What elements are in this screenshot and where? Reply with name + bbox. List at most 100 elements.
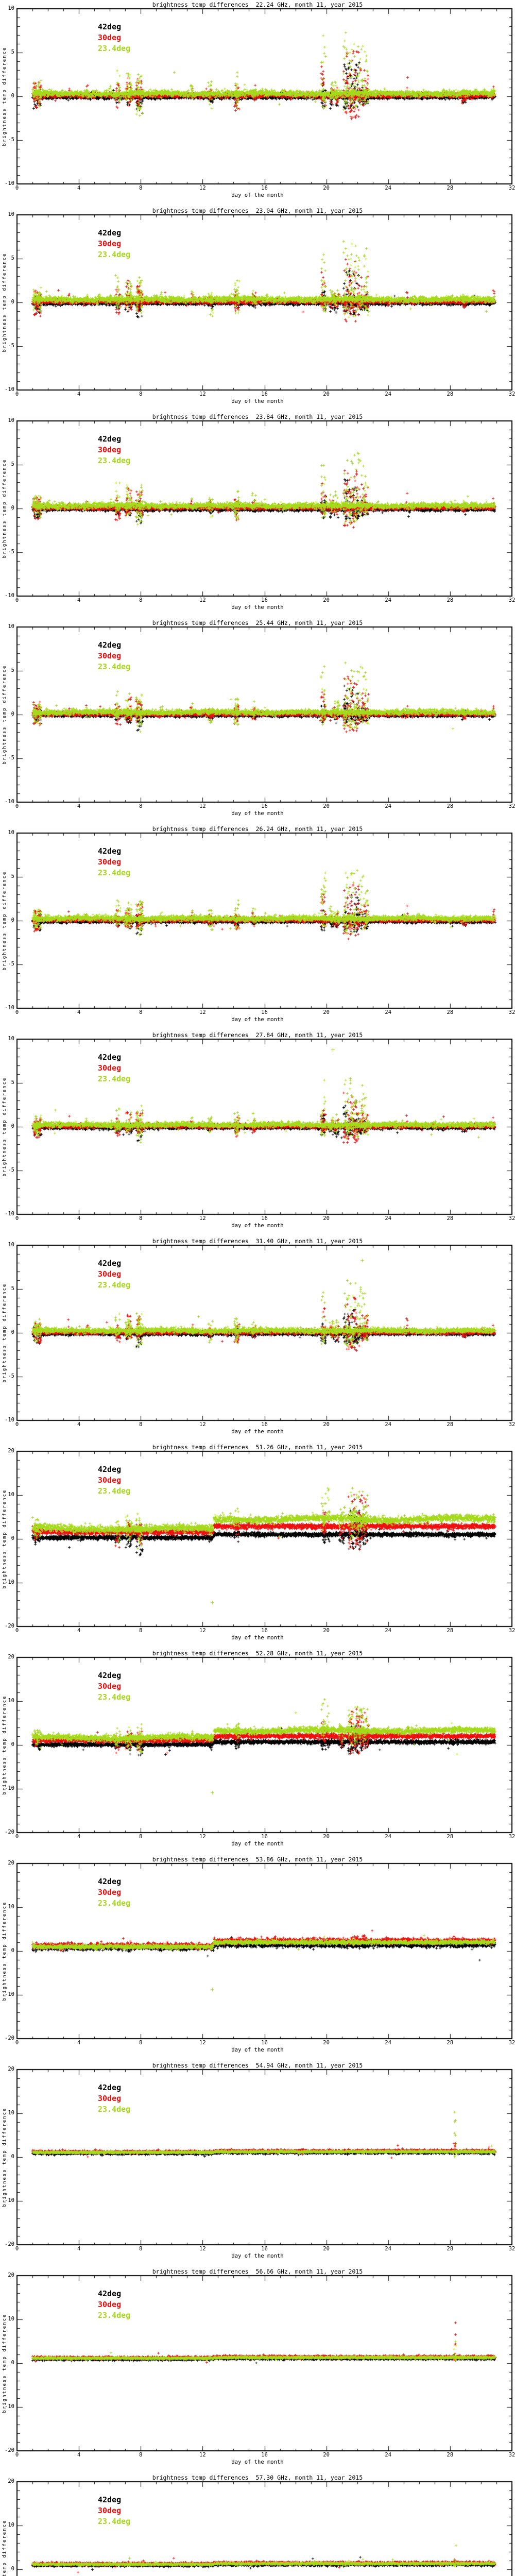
x-tick-label: 24 [385,1421,392,1428]
y-tick-label: -5 [8,755,14,761]
x-tick-label: 20 [323,1421,330,1428]
x-tick-label: 16 [261,2452,268,2458]
x-tick-label: 28 [447,1834,454,1840]
legend-label-30deg: 30deg [98,1888,122,1897]
x-axis-label: day of the month [231,1635,284,1641]
chart-23-84-ghz: brightness temp differences 23.84 GHz, m… [0,412,515,618]
y-tick-label: 5 [11,667,14,673]
legend-label-23.4deg: 23.4deg [98,1486,131,1496]
chart-title: brightness temp differences 56.66 GHz, m… [152,2268,363,2275]
chart-title: brightness temp differences 25.44 GHz, m… [152,619,363,626]
legend-label-23.4deg: 23.4deg [98,1899,131,1908]
x-tick-label: 32 [508,2246,515,2252]
x-tick-label: 24 [385,391,392,397]
y-tick-label: -10 [5,1579,14,1585]
y-tick-label: 0 [11,917,14,923]
chart-56-66-ghz: brightness temp differences 56.66 GHz, m… [0,2267,515,2473]
y-tick-label: 0 [11,1123,14,1129]
x-tick-label: 16 [261,1628,268,1634]
plot-canvas [0,1649,515,1855]
x-tick-label: 8 [139,2452,143,2458]
plot-canvas [0,1855,515,2061]
x-axis-label: day of the month [231,192,284,198]
x-tick-label: 24 [385,803,392,809]
x-tick-label: 0 [15,391,19,397]
x-tick-label: 20 [323,2452,330,2458]
chart-title: brightness temp differences 26.24 GHz, m… [152,825,363,833]
legend-label-42deg: 42deg [98,1465,122,1474]
x-tick-label: 4 [77,2040,81,2046]
x-tick-label: 24 [385,185,392,191]
plot-canvas [0,0,515,206]
x-tick-label: 12 [199,391,206,397]
x-tick-label: 12 [199,2040,206,2046]
x-tick-label: 32 [508,803,515,809]
x-tick-label: 28 [447,803,454,809]
chart-22-24-ghz: brightness temp differences 22.24 GHz, m… [0,0,515,206]
y-tick-label: 20 [8,1654,14,1660]
chart-26-24-ghz: brightness temp differences 26.24 GHz, m… [0,824,515,1030]
y-tick-label: -5 [8,1167,14,1173]
legend-label-42deg: 42deg [98,1259,122,1268]
x-tick-label: 12 [199,597,206,603]
y-tick-label: 0 [11,2154,14,2160]
x-axis-label: day of the month [231,2459,284,2465]
chart-title: brightness temp differences 52.28 GHz, m… [152,1650,363,1657]
x-tick-label: 0 [15,185,19,191]
y-tick-label: 20 [8,2478,14,2484]
x-tick-label: 20 [323,1628,330,1634]
chart-31-40-ghz: brightness temp differences 31.40 GHz, m… [0,1236,515,1443]
x-tick-label: 0 [15,1628,19,1634]
x-tick-label: 16 [261,803,268,809]
x-tick-label: 8 [139,185,143,191]
x-tick-label: 32 [508,1215,515,1222]
legend-label-42deg: 42deg [98,22,122,31]
chart-57-30-ghz: brightness temp differences 57.30 GHz, m… [0,2473,515,2576]
chart-title: brightness temp differences 27.84 GHz, m… [152,1031,363,1039]
x-tick-label: 28 [447,391,454,397]
chart-52-28-ghz: brightness temp differences 52.28 GHz, m… [0,1649,515,1855]
legend-label-30deg: 30deg [98,1063,122,1073]
x-tick-label: 8 [139,2246,143,2252]
x-tick-label: 0 [15,803,19,809]
x-tick-label: 20 [323,1834,330,1840]
x-tick-label: 8 [139,2040,143,2046]
x-tick-label: 32 [508,185,515,191]
x-tick-label: 32 [508,1009,515,1015]
x-axis-label: day of the month [231,1429,284,1435]
y-tick-label: 10 [8,1036,14,1042]
y-tick-label: 10 [8,1242,14,1248]
legend-label-42deg: 42deg [98,1671,122,1680]
chart-title: brightness temp differences 51.26 GHz, m… [152,1444,363,1451]
y-tick-label: -10 [5,1785,14,1791]
x-tick-label: 12 [199,1834,206,1840]
y-tick-label: 10 [8,829,14,836]
x-tick-label: 8 [139,391,143,397]
y-tick-label: -10 [5,386,14,393]
y-tick-label: 10 [8,2316,14,2322]
chart-23-04-ghz: brightness temp differences 23.04 GHz, m… [0,206,515,412]
x-tick-label: 32 [508,2452,515,2458]
legend-label-30deg: 30deg [98,2094,122,2103]
x-tick-label: 28 [447,1421,454,1428]
legend-label-23.4deg: 23.4deg [98,1280,131,1290]
y-tick-label: 10 [8,5,14,11]
chart-title: brightness temp differences 22.24 GHz, m… [152,1,363,8]
x-tick-label: 4 [77,2452,81,2458]
legend-label-30deg: 30deg [98,1269,122,1279]
x-tick-label: 8 [139,1009,143,1015]
x-axis-label: day of the month [231,1016,284,1023]
y-tick-label: 5 [11,461,14,467]
x-axis-label: day of the month [231,398,284,404]
x-tick-label: 24 [385,1009,392,1015]
plot-canvas [0,824,515,1030]
y-tick-label: 10 [8,1904,14,1910]
x-tick-label: 24 [385,2246,392,2252]
plot-canvas [0,1236,515,1443]
x-tick-label: 8 [139,1834,143,1840]
x-tick-label: 16 [261,1421,268,1428]
y-tick-label: 0 [11,2360,14,2366]
legend-label-23.4deg: 23.4deg [98,1692,131,1702]
plot-canvas [0,206,515,412]
